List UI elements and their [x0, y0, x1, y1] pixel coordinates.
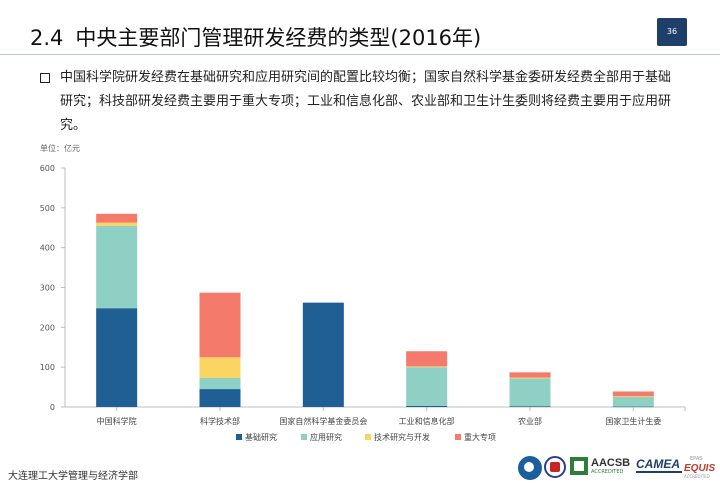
legend-swatch [236, 434, 242, 440]
camea-wordmark: CAMEA [636, 457, 680, 471]
aacsb-wordmark: AACSB [591, 457, 631, 469]
legend-label: 基础研究 [245, 432, 277, 442]
legend-label: 技术研究与开发 [374, 432, 430, 442]
y-tick-label: 100 [40, 363, 55, 372]
legend-label: 重大专项 [464, 432, 496, 442]
camea-logo: CAMEA [636, 456, 682, 478]
aacsb-mark-icon [570, 457, 588, 475]
bar-segment [612, 406, 654, 408]
bar-segment [199, 377, 241, 390]
y-tick-label: 500 [40, 204, 55, 213]
bar-segment [406, 367, 448, 406]
y-tick-label: 300 [40, 284, 55, 293]
school-seal-icon [544, 456, 566, 478]
section-number: 2.4 [30, 26, 64, 50]
bar-segment [612, 391, 654, 397]
x-tick-label: 工业和信息化部 [399, 416, 455, 426]
title-divider [0, 54, 720, 55]
page-number-badge: 36 [657, 18, 687, 46]
bar-segment [406, 366, 448, 368]
equis-subtext: ACCREDITED [684, 474, 710, 479]
slide-title: 2.4 中央主要部门管理研发经费的类型(2016年) [30, 22, 481, 52]
x-tick-label: 国家自然科学基金委员会 [279, 416, 367, 426]
bar-segment [612, 397, 654, 407]
bar-segment [509, 406, 551, 407]
y-tick-label: 200 [40, 323, 55, 332]
x-tick-label: 中国科学院 [97, 416, 137, 426]
bar-segment [96, 308, 138, 407]
x-tick-label: 农业部 [518, 416, 542, 426]
y-tick-label: 400 [40, 244, 55, 253]
accreditation-logos: AACSB ACCREDITED CAMEA EPAS EQUIS ACCRED… [518, 456, 718, 480]
title-text: 中央主要部门管理研发经费的类型(2016年) [75, 26, 482, 50]
camea-underline [636, 471, 682, 473]
equis-wordmark: EQUIS [684, 463, 716, 474]
bar-segment [96, 222, 138, 226]
bullet-text: 中国科学院研发经费在基础研究和应用研究间的配置比较均衡；国家自然科学基金委研发经… [60, 70, 672, 133]
y-tick-label: 0 [50, 403, 55, 412]
bar-segment [199, 292, 241, 358]
bar-segment [96, 225, 138, 309]
bar-segment [199, 357, 241, 378]
aacsb-subtext: ACCREDITED [591, 469, 624, 475]
unit-label: 单位：亿元 [40, 144, 80, 153]
bar-segment [199, 389, 241, 407]
aacsb-logo: AACSB ACCREDITED [570, 456, 634, 478]
bar-segment [509, 378, 551, 407]
legend-swatch [455, 434, 461, 440]
x-tick-label: 国家卫生计生委 [605, 416, 661, 426]
legend-swatch [365, 434, 371, 440]
square-bullet-icon [40, 73, 50, 83]
legend-label: 应用研究 [310, 432, 342, 442]
footer-school-name: 大连理工大学管理与经济学部 [8, 471, 138, 482]
bar-segment [509, 372, 551, 378]
bar-segment [406, 405, 448, 407]
equis-logo: EPAS EQUIS ACCREDITED [684, 456, 718, 479]
epas-wordmark: EPAS [690, 456, 703, 462]
x-tick-label: 科学技术部 [200, 416, 240, 426]
bar-segment [96, 213, 138, 223]
bar-segment [612, 396, 654, 398]
bar-segment [509, 377, 551, 379]
y-tick-label: 600 [40, 164, 55, 173]
bullet-point: 中国科学院研发经费在基础研究和应用研究间的配置比较均衡；国家自然科学基金委研发经… [40, 66, 680, 138]
university-emblem-icon [518, 456, 542, 480]
bar-segment [302, 302, 344, 407]
bar-segment [406, 351, 448, 367]
legend-swatch [301, 434, 307, 440]
